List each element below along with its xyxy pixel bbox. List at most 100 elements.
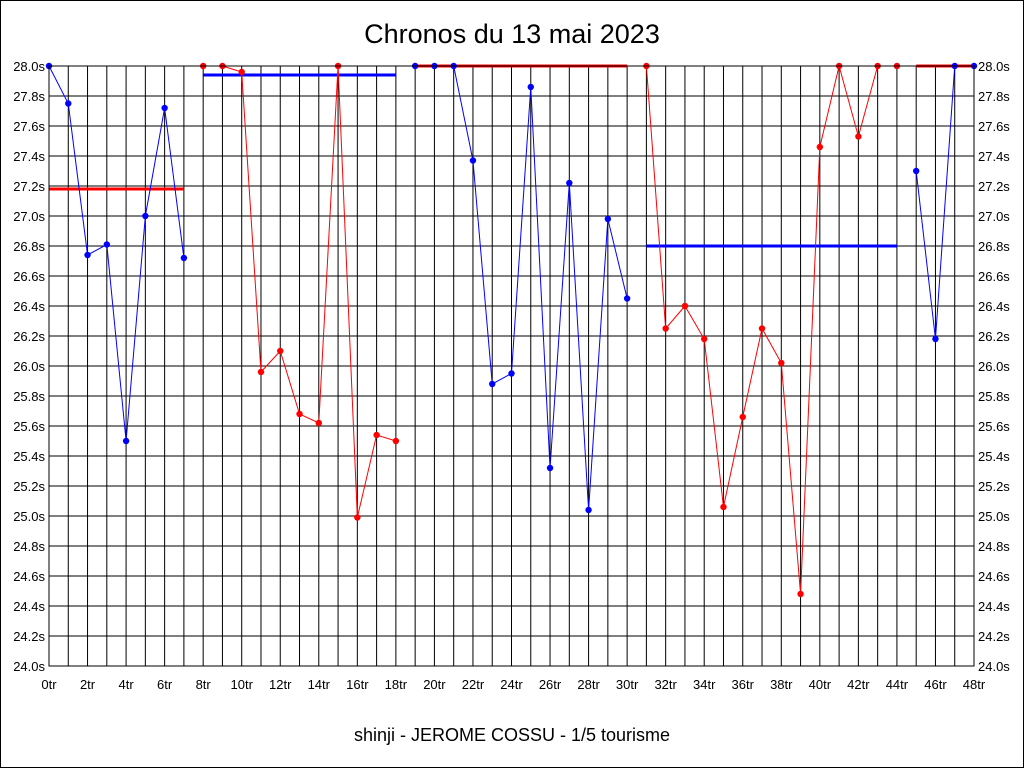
y-tick-label-left: 24.4s (13, 599, 45, 614)
y-tick-label-right: 24.6s (978, 569, 1010, 584)
chart-title: Chronos du 13 mai 2023 (364, 19, 660, 49)
data-point (797, 590, 804, 598)
data-point (527, 83, 534, 91)
plot-area-frame (48, 65, 975, 667)
x-tick-label: 4tr (118, 677, 134, 692)
x-tick-label: 2tr (80, 677, 96, 692)
x-tick-label: 46tr (924, 677, 947, 692)
data-point (392, 437, 400, 445)
y-tick-label-right: 25.4s (978, 449, 1010, 464)
y-tick-label-left: 26.4s (13, 299, 45, 314)
data-point (623, 295, 631, 302)
data-point (84, 251, 91, 259)
y-tick-label-right: 27.0s (978, 209, 1010, 224)
y-tick-label-right: 27.8s (978, 89, 1010, 104)
data-point (277, 347, 284, 355)
y-tick-label-right: 26.0s (978, 359, 1010, 374)
x-tick-label: 28tr (577, 677, 600, 692)
x-tick-label: 42tr (847, 677, 870, 692)
y-tick-label-right: 26.2s (978, 329, 1010, 344)
grid (48, 65, 975, 667)
y-tick-label-right: 27.6s (978, 119, 1010, 134)
y-tick-label-right: 24.8s (978, 539, 1010, 554)
y-tick-label-right: 26.8s (978, 239, 1010, 254)
data-point (257, 368, 265, 376)
data-point (739, 413, 746, 421)
data-point (546, 464, 554, 472)
y-tick-label-right: 24.4s (978, 599, 1010, 614)
data-point (932, 335, 939, 343)
y-tick-label-right: 26.6s (978, 269, 1010, 284)
y-tick-label-left: 27.2s (13, 179, 45, 194)
y-tick-label-left: 27.8s (13, 89, 45, 104)
y-tick-label-left: 28.0s (13, 59, 45, 74)
x-tick-label: 34tr (693, 677, 716, 692)
y-tick-label-left: 26.8s (13, 239, 45, 254)
x-tick-label: 38tr (770, 677, 793, 692)
x-tick-label: 10tr (231, 677, 254, 692)
data-point (758, 325, 766, 332)
y-tick-label-left: 27.4s (13, 149, 45, 164)
x-tick-label: 22tr (462, 677, 485, 692)
y-tick-label-left: 24.2s (13, 629, 45, 644)
y-tick-label-left: 25.8s (13, 389, 45, 404)
series-line (643, 62, 901, 598)
x-tick-label: 48tr (963, 677, 986, 692)
y-tick-label-left: 24.6s (13, 569, 45, 584)
x-tick-label: 20tr (423, 677, 446, 692)
series-path (645, 65, 897, 595)
data-point (489, 380, 496, 388)
y-tick-label-left: 26.2s (13, 329, 45, 344)
data-point (65, 100, 72, 107)
y-tick-label-left: 26.0s (13, 359, 45, 374)
y-tick-label-right: 26.4s (978, 299, 1010, 314)
y-axis-right: 24.0s 24.2s 24.4s 24.6s 24.8s 25.0s 25.2s 25.4s… (978, 59, 1010, 674)
data-point (604, 215, 612, 223)
data-point (296, 410, 303, 418)
y-tick-label-left: 27.6s (13, 119, 45, 134)
x-tick-label: 12tr (269, 677, 292, 692)
data-point (816, 143, 824, 151)
y-tick-label-left: 24.8s (13, 539, 45, 554)
data-point (662, 325, 669, 332)
x-tick-label: 32tr (654, 677, 677, 692)
x-tick-label: 8tr (196, 677, 212, 692)
x-tick-label: 6tr (157, 677, 173, 692)
y-tick-label-left: 27.0s (13, 209, 45, 224)
x-tick-label: 44tr (886, 677, 909, 692)
data-point (103, 241, 111, 248)
data-point (720, 503, 727, 511)
y-tick-label-right: 24.2s (978, 629, 1010, 644)
data-point (142, 212, 149, 220)
x-tick-label: 36tr (732, 677, 755, 692)
x-tick-label: 0tr (41, 677, 57, 692)
y-tick-label-left: 25.6s (13, 419, 45, 434)
y-tick-label-left: 25.2s (13, 479, 45, 494)
data-point (180, 254, 188, 262)
data-point (508, 370, 515, 377)
y-tick-label-right: 25.0s (978, 509, 1010, 524)
data-point (566, 179, 573, 187)
data-point (238, 68, 245, 76)
y-tick-label-right: 27.4s (978, 149, 1010, 164)
y-axis-left: 24.0s 24.2s 24.4s 24.6s 24.8s 25.0s 25.2s 25.4s… (13, 59, 45, 674)
y-tick-label-right: 24.0s (978, 659, 1010, 674)
x-tick-label: 40tr (809, 677, 832, 692)
data-point (315, 419, 322, 427)
data-point (778, 359, 785, 367)
y-tick-label-right: 25.2s (978, 479, 1010, 494)
y-tick-label-right: 25.8s (978, 389, 1010, 404)
data-point (855, 133, 862, 140)
x-tick-label: 16tr (346, 677, 369, 692)
x-axis: 0tr 2tr 4tr 6tr 8tr 10tr 12tr 14tr 16tr 18tr 20tr 2… (41, 677, 985, 692)
data-point (373, 431, 380, 439)
y-tick-label-right: 25.6s (978, 419, 1010, 434)
y-tick-label-right: 27.2s (978, 179, 1010, 194)
series-line (45, 62, 188, 445)
x-tick-label: 18tr (385, 677, 408, 692)
data-point (701, 335, 708, 343)
y-tick-label-left: 26.6s (13, 269, 45, 284)
series-path (48, 65, 185, 442)
y-tick-label-left: 24.0s (13, 659, 45, 674)
